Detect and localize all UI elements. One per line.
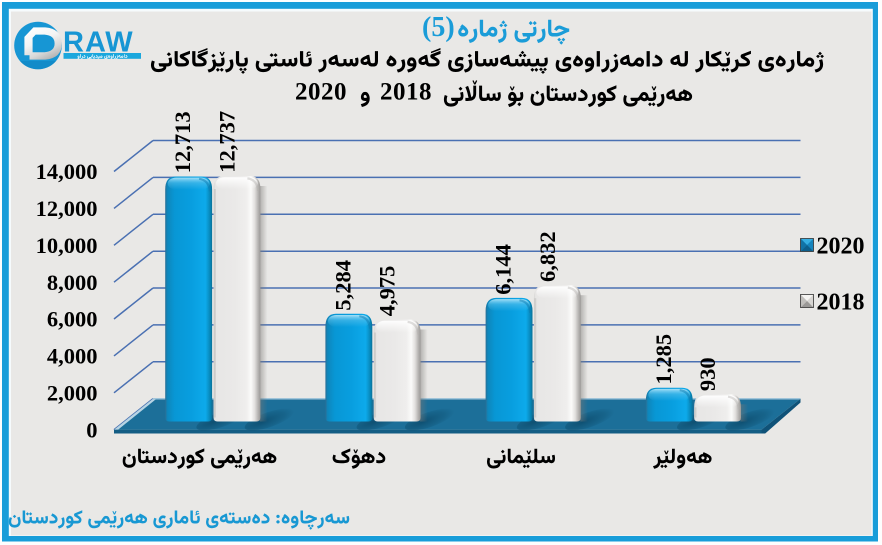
svg-text:12,713: 12,713 — [170, 111, 195, 173]
svg-text:12,000: 12,000 — [36, 196, 98, 221]
svg-text:1,285: 1,285 — [651, 334, 676, 385]
svg-text:6,000: 6,000 — [47, 307, 98, 332]
svg-text:5,284: 5,284 — [330, 260, 355, 311]
svg-text:12,737: 12,737 — [214, 111, 239, 173]
svg-text:4,000: 4,000 — [47, 344, 98, 369]
svg-text:(5): (5) — [422, 12, 455, 43]
svg-text:930: 930 — [695, 357, 720, 391]
svg-text:0: 0 — [86, 417, 97, 442]
svg-text:8,000: 8,000 — [47, 270, 98, 295]
svg-text:2,000: 2,000 — [47, 380, 98, 405]
svg-text:10,000: 10,000 — [36, 233, 98, 258]
svg-text:6,144: 6,144 — [491, 244, 516, 295]
svg-text:2020: 2020 — [295, 79, 347, 106]
svg-text:2018: 2018 — [380, 79, 432, 106]
svg-text:6,832: 6,832 — [535, 231, 560, 282]
svg-text:2020: 2020 — [817, 234, 865, 260]
svg-text:2018: 2018 — [817, 290, 865, 316]
svg-text:14,000: 14,000 — [36, 159, 98, 184]
svg-text:4,975: 4,975 — [375, 266, 400, 317]
